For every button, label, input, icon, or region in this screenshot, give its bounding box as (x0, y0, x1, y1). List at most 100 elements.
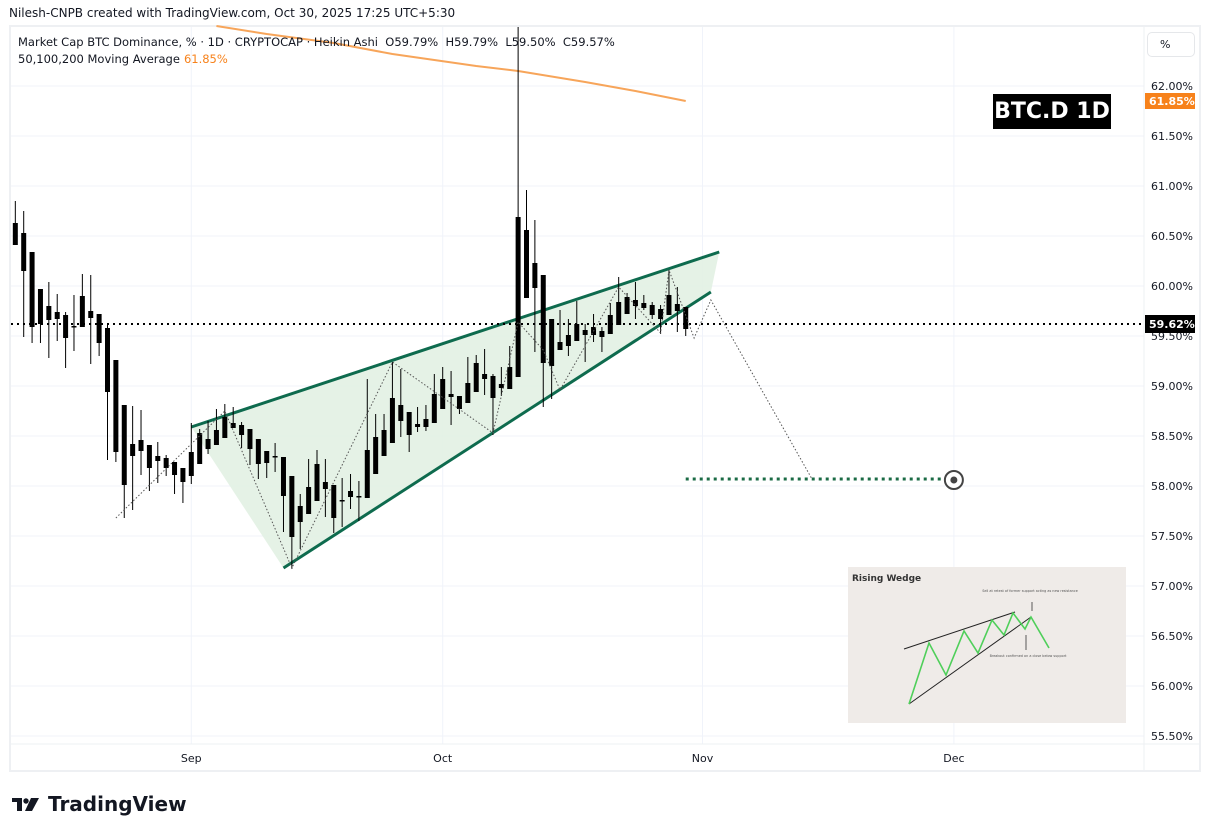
inset-note-top: Sell at retest of former support acting … (982, 589, 1078, 593)
candle-body (289, 476, 295, 537)
candle-body (607, 315, 613, 334)
candle-body (431, 394, 437, 423)
candle (297, 494, 303, 549)
candle (549, 319, 555, 399)
candle (348, 474, 354, 509)
moving-average-line (216, 25, 686, 102)
candle-body (490, 376, 496, 398)
candle (440, 367, 446, 409)
y-tick-label: 58.00% (1151, 480, 1193, 493)
candle (12, 201, 18, 245)
moving-average (216, 25, 686, 102)
candle (230, 407, 236, 428)
symbol-badge: BTC.D 1D (993, 94, 1111, 129)
rising-wedge (190, 250, 720, 570)
candle-body (213, 430, 219, 445)
candle-body (272, 456, 278, 458)
candle-body (46, 306, 52, 320)
candle (398, 369, 404, 437)
candle (381, 414, 387, 456)
candle (46, 282, 52, 358)
open-value: O59.79% (385, 35, 439, 49)
candle-body (381, 430, 387, 456)
x-tick-label: Nov (692, 752, 714, 765)
percent-scale-button[interactable]: % (1147, 32, 1195, 57)
candle-body (465, 383, 471, 403)
tradingview-logo[interactable]: TradingView (12, 792, 187, 816)
candle-body (557, 342, 563, 350)
candle-body (96, 314, 102, 343)
ma-price-label-bg (1145, 93, 1195, 109)
y-tick-label: 59.50% (1151, 330, 1193, 343)
rising-wedge-inset: Rising Wedge Sell at retest of former su… (848, 567, 1126, 723)
inset-title: Rising Wedge (852, 574, 921, 584)
candle-body (314, 464, 320, 501)
candle (356, 481, 362, 521)
candle (498, 367, 504, 396)
x-tick-label: Sep (181, 752, 202, 765)
y-tick-label: 56.00% (1151, 680, 1193, 693)
candle (448, 371, 454, 425)
candle-body (507, 367, 513, 389)
candle (574, 301, 580, 341)
candle (37, 289, 43, 343)
x-tick-label: Dec (943, 752, 964, 765)
candle-body (348, 491, 354, 497)
candle-body (532, 263, 538, 288)
candle-body (255, 439, 261, 464)
candle-body (624, 297, 630, 314)
candle (607, 303, 613, 334)
ma-price-label: 61.85% (1149, 95, 1195, 108)
candle (188, 423, 194, 484)
candle-body (415, 424, 421, 427)
y-tick-label: 58.50% (1151, 430, 1193, 443)
candle-body (423, 419, 429, 427)
candle (280, 457, 286, 532)
candle-body (12, 223, 18, 245)
candle (155, 442, 161, 483)
candle (105, 323, 110, 460)
candle (540, 275, 546, 407)
candle-body (515, 217, 521, 377)
candle (306, 459, 312, 514)
candle-body (29, 252, 35, 327)
candle-body (239, 425, 245, 435)
wedge-fill (191, 252, 720, 568)
candle (406, 412, 412, 452)
candle-body (440, 379, 446, 409)
candle (264, 451, 270, 478)
candle (582, 324, 588, 362)
candle (54, 294, 60, 341)
candle (180, 468, 186, 503)
ma-label: 50,100,200 Moving Average (18, 52, 180, 66)
candle-body (205, 439, 211, 449)
candle-body (247, 429, 253, 449)
ma-value: 61.85% (183, 52, 228, 66)
candle-body (373, 437, 379, 474)
candle-body (180, 468, 186, 482)
candle (322, 459, 328, 517)
candle (222, 404, 228, 438)
candle-body (674, 304, 680, 311)
candle (331, 485, 337, 533)
candle-body (339, 500, 345, 502)
candle (197, 429, 203, 464)
candle-body (649, 305, 655, 315)
indicator-legend[interactable]: 50,100,200 Moving Average 61.85% (18, 52, 228, 66)
candle-body (658, 309, 664, 319)
candle (389, 362, 395, 443)
candle-body (230, 423, 236, 428)
candle-body (163, 458, 169, 468)
candle (247, 429, 253, 465)
candle (130, 406, 136, 510)
candle-body (574, 324, 580, 341)
projection (11, 269, 1144, 570)
candle-body (306, 487, 312, 514)
candle (666, 270, 672, 315)
candle (683, 307, 689, 336)
candle-body (280, 457, 286, 496)
candle (415, 407, 421, 432)
candle-body (666, 295, 672, 315)
x-tick-label: Oct (433, 752, 453, 765)
